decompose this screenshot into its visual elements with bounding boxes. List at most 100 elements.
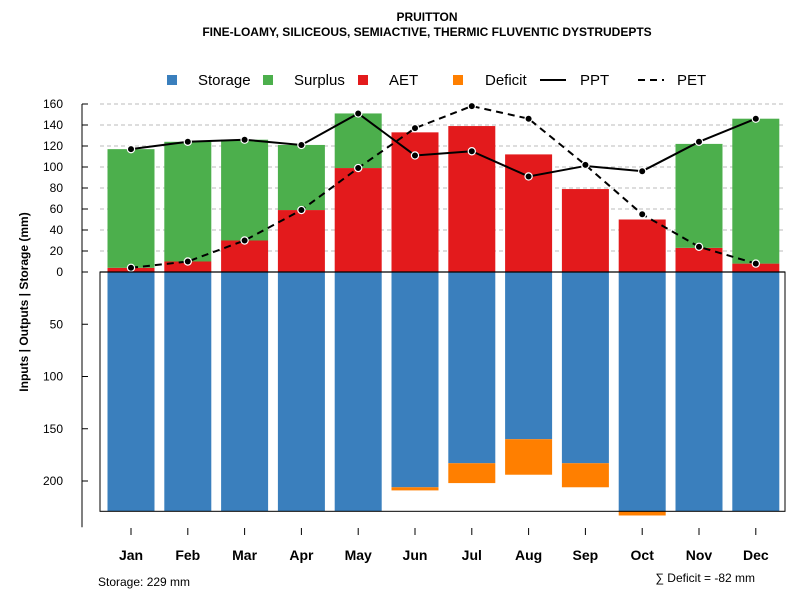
aet-bar [675, 247, 723, 272]
surplus-bar [164, 141, 212, 262]
pet-line [130, 105, 757, 269]
pet-point [410, 123, 420, 133]
ppt-point [524, 172, 533, 181]
deficit-bar [448, 463, 496, 484]
pet-point [240, 236, 249, 245]
ppt-point [694, 137, 704, 146]
ppt-point [354, 109, 363, 118]
x-tick-label: Mar [232, 547, 257, 563]
storage-bar [221, 272, 269, 512]
x-tick-label: May [345, 547, 372, 563]
chart-subtitle: FINE-LOAMY, SILICEOUS, SEMIACTIVE, THERM… [202, 25, 651, 39]
deficit-bar [505, 439, 553, 475]
deficit-bar [561, 463, 609, 488]
legend-swatch [263, 75, 273, 85]
pet-point [354, 163, 363, 173]
surplus-bar [277, 144, 325, 211]
ppt-point [751, 114, 761, 123]
ppt-point [297, 140, 306, 150]
storage-bar [618, 272, 666, 512]
storage-bar [107, 272, 155, 512]
chart-title: PRUITTON [396, 10, 457, 24]
x-tick-label: Nov [686, 547, 713, 563]
grid-lines [100, 103, 785, 252]
y-tick-label: 60 [50, 202, 64, 216]
surplus-bar [221, 139, 269, 241]
storage-bar [505, 272, 553, 440]
storage-bar [675, 272, 723, 512]
pet-point [524, 114, 533, 123]
pet-point [183, 257, 192, 266]
ppt-line [130, 112, 757, 178]
x-tick-label: Feb [175, 547, 200, 563]
legend-label: PPT [580, 72, 609, 89]
storage-bar [391, 272, 439, 488]
pet-point [751, 259, 761, 268]
y-tick-label: 120 [43, 139, 63, 153]
x-tick-label: Apr [289, 547, 314, 563]
storage-bar [732, 272, 780, 512]
bars [107, 113, 780, 516]
legend-swatch [453, 75, 463, 85]
y-tick-label: 140 [43, 118, 63, 132]
legend-swatch [358, 75, 368, 85]
aet-bar [618, 219, 666, 272]
ppt-point [467, 147, 476, 156]
deficit-bar [618, 511, 666, 516]
y-tick-label: 150 [43, 422, 63, 436]
ppt-point [126, 144, 136, 154]
y-tick-label: 0 [56, 265, 63, 279]
pet-point [581, 160, 590, 170]
x-tick-label: Jul [462, 547, 482, 563]
ppt-point [638, 166, 647, 176]
storage-footnote: Storage: 229 mm [98, 575, 190, 589]
y-tick-label: 50 [50, 317, 64, 331]
y-axis-label: Inputs | Outputs | Storage (mm) [17, 212, 31, 391]
x-tick-label: Aug [515, 547, 542, 563]
surplus-bar [107, 149, 155, 268]
y-tick-label: 100 [43, 160, 63, 174]
aet-bar [505, 154, 553, 272]
aet-bar [164, 261, 212, 272]
x-tick-label: Jan [119, 547, 143, 563]
surplus-bar [675, 143, 723, 248]
legend-label: PET [677, 72, 706, 89]
y-tick-label: 160 [43, 97, 63, 111]
legend-label: AET [389, 72, 418, 89]
storage-bar [448, 272, 496, 464]
legend-swatch [167, 75, 177, 85]
x-tick-label: Jun [403, 547, 428, 563]
y-tick-label: 200 [43, 474, 63, 488]
pet-point [638, 210, 647, 219]
legend-label: Deficit [485, 72, 528, 89]
y-tick-label: 40 [50, 223, 64, 237]
x-tick-label: Dec [743, 547, 769, 563]
surplus-bar [732, 118, 780, 264]
y-tick-label: 20 [50, 244, 64, 258]
aet-bar [334, 168, 382, 272]
y-tick-label: 80 [50, 181, 64, 195]
storage-bar [334, 272, 382, 512]
deficit-footnote: ∑ Deficit = -82 mm [655, 571, 755, 585]
storage-bar [561, 272, 609, 464]
aet-bar [561, 189, 609, 272]
aet-bar [221, 240, 269, 272]
storage-bar [277, 272, 325, 512]
axes: 0 20 40 60 80 100 120 140 160 50 100 150 200 Jan Feb Ma… [43, 97, 786, 563]
legend-label: Surplus [294, 72, 345, 89]
deficit-bar [391, 487, 439, 491]
ppt-point [410, 151, 420, 160]
storage-bar [164, 272, 212, 512]
pet-point [694, 242, 704, 251]
pet-point [297, 205, 306, 215]
pet-point [467, 101, 476, 111]
legend: Storage Surplus AET Deficit PPT PET [167, 72, 706, 89]
pet-point [126, 263, 136, 272]
x-tick-label: Oct [631, 547, 655, 563]
x-tick-label: Sep [573, 547, 599, 563]
ppt-point [240, 135, 249, 144]
series-lines [126, 101, 761, 272]
y-tick-label: 100 [43, 370, 63, 384]
